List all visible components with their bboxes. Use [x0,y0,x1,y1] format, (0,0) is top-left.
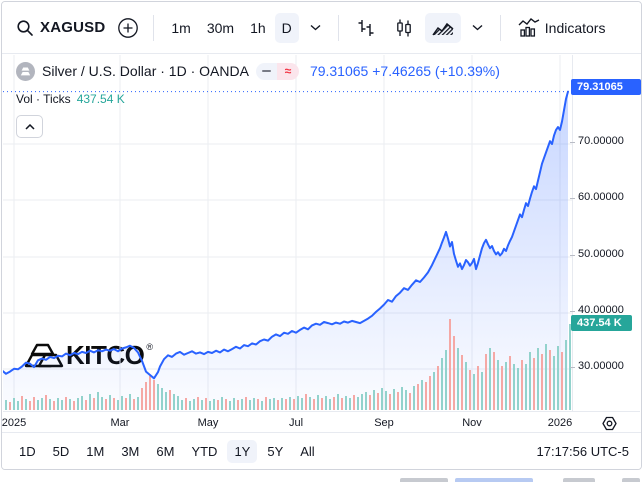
bottom-toolbar: 1D 5D 1M 3M 6M YTD 1Y 5Y All 17:17:56 UTC-5 [2,432,641,469]
cutoff-text-fragment [455,478,533,482]
hide-series-button[interactable] [255,62,277,80]
chevron-up-icon [24,123,35,130]
approximate-price-button[interactable]: ≈ [276,62,299,80]
price-change: +7.46265 (+10.39%) [372,63,500,79]
price-axis-label: 50.00000 [578,248,624,260]
axis-settings-icon[interactable] [601,415,618,437]
price-area-fill [3,91,568,410]
time-label-Mar: Mar [110,417,130,429]
price-axis-label: 60.00000 [578,191,624,203]
last-price: 79.31065 [309,63,369,79]
price-axis-tick [570,311,575,312]
volume-value-badge: 437.54 K [571,315,632,331]
price-axis-label: 30.00000 [578,360,624,372]
minus-icon [261,70,271,72]
range-button-All[interactable]: All [293,440,321,463]
search-icon[interactable] [16,19,34,37]
range-button-6M[interactable]: 6M [149,440,181,463]
last-price-and-change: 79.31065 +7.46265 (+10.39%) [310,63,500,79]
toolbar-separator [337,14,339,41]
price-axis-tick [570,198,575,199]
price-axis-label: 70.00000 [578,135,624,147]
price-line [3,90,569,380]
symbol-title[interactable]: Silver / U.S. Dollar · 1D · OANDA [42,63,249,79]
interval-group: 1m 30m 1h D [164,12,299,43]
registered-mark: ® [146,341,154,352]
date-range-group: 1D 5D 1M 3M 6M YTD 1Y 5Y All [12,439,322,463]
range-button-1D[interactable]: 1D [12,440,43,463]
indicators-icon [518,18,540,37]
time-label-Jul: Jul [288,417,304,429]
time-label-Sep: Sep [374,417,394,429]
range-button-5Y[interactable]: 5Y [260,440,290,463]
range-button-1Y[interactable]: 1Y [227,439,258,463]
toolbar-separator [499,14,501,41]
indicators-button[interactable]: Indicators [511,13,613,43]
time-label-May: May [197,417,219,429]
volume-bars [5,319,571,410]
chart-style-dropdown-chevron-icon[interactable] [465,13,490,43]
interval-button-1h[interactable]: 1h [243,13,273,43]
indicators-label: Indicators [544,19,606,36]
cutoff-text-fragment [622,478,640,482]
volume-study-value: 437.54 K [76,91,125,106]
range-button-1M[interactable]: 1M [79,440,111,463]
price-axis-tick [570,367,575,368]
toolbar-separator [153,14,155,41]
range-button-YTD[interactable]: YTD [184,440,224,463]
interval-dropdown-chevron-icon[interactable] [303,13,328,43]
interval-button-1m[interactable]: 1m [164,13,197,43]
time-label-2025: 2025 [1,417,27,429]
time-label-2026: 2026 [547,417,573,429]
chart-style-candles-icon[interactable] [387,13,421,43]
top-toolbar: XAGUSD 1m 30m 1h D [2,2,641,54]
symbol-name[interactable]: XAGUSD [40,19,106,36]
cutoff-text-fragment [400,478,448,482]
price-chart[interactable] [3,55,572,410]
chart-style-bars-icon[interactable] [349,13,383,43]
price-axis-tick [570,255,575,256]
chart-style-area-icon[interactable] [424,12,461,43]
range-button-5D[interactable]: 5D [46,440,77,463]
legend-toggle-pills: ≈ [255,62,299,80]
price-axis-tick [570,142,575,143]
interval-button-D[interactable]: D [274,12,299,43]
range-button-3M[interactable]: 3M [114,440,146,463]
collapse-legend-button[interactable] [16,115,43,138]
clock-utc[interactable]: 17:17:56 UTC-5 [536,443,630,459]
price-axis-label: 40.00000 [578,304,624,316]
time-label-Nov: Nov [462,417,482,429]
legend: Silver / U.S. Dollar · 1D · OANDA ≈ 79.3… [16,61,500,138]
cutoff-text-fragment [563,478,595,482]
symbol-logo-icon [16,61,35,81]
interval-button-30m[interactable]: 30m [200,13,241,43]
price-axis-border [572,55,573,434]
compare-add-icon[interactable] [117,17,139,39]
time-axis[interactable]: 2025 Mar May Jul Sep Nov 2026 [1,411,640,437]
chart-widget: XAGUSD 1m 30m 1h D [1,1,642,470]
volume-study-label[interactable]: Vol · Ticks [16,91,71,106]
last-price-badge: 79.31065 [571,79,641,95]
